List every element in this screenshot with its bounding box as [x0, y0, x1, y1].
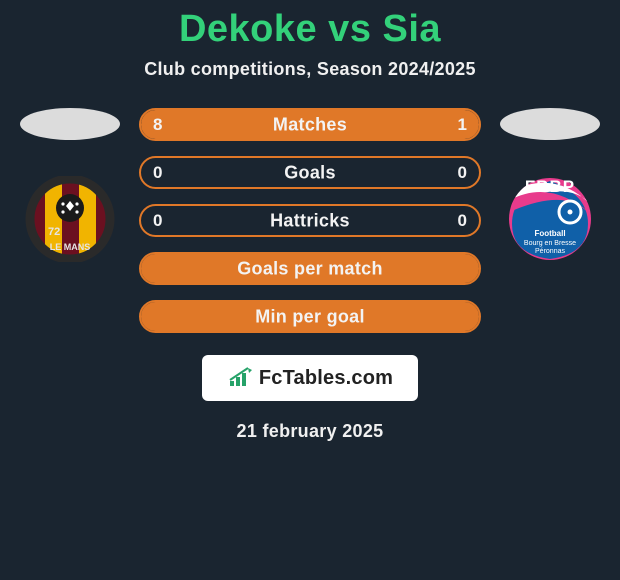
left-player-avatar [20, 108, 120, 140]
stat-label: Min per goal [141, 306, 479, 327]
left-club-badge: 72 LE MANS [20, 176, 120, 262]
stat-bar: 00Hattricks [139, 204, 481, 237]
svg-text:LE MANS: LE MANS [50, 242, 91, 252]
footer-date: 21 february 2025 [0, 421, 620, 442]
page-title: Dekoke vs Sia [0, 8, 620, 51]
svg-text:Bourg en Bresse: Bourg en Bresse [524, 240, 576, 247]
stat-label: Goals [141, 162, 479, 183]
subtitle: Club competitions, Season 2024/2025 [0, 59, 620, 80]
brand-text: FcTables.com [259, 367, 393, 390]
lemans-badge-icon: 72 LE MANS [20, 176, 120, 262]
stat-bar: 81Matches [139, 108, 481, 141]
stat-label: Matches [141, 114, 479, 135]
fbbp-badge-icon: Football Bourg en Bresse Péronnas FBBP [500, 176, 600, 262]
right-column: Football Bourg en Bresse Péronnas FBBP [495, 108, 605, 262]
right-club-badge: Football Bourg en Bresse Péronnas FBBP [500, 176, 600, 262]
fctables-logo-icon [227, 367, 255, 389]
stat-bar: Min per goal [139, 300, 481, 333]
stat-bar: 00Goals [139, 156, 481, 189]
stat-label: Hattricks [141, 210, 479, 231]
svg-text:Football: Football [534, 229, 565, 238]
svg-text:72: 72 [48, 226, 60, 238]
svg-text:FBBP: FBBP [525, 177, 575, 196]
stats-column: 81Matches 00Goals 00Hattricks Goals per mat… [139, 108, 481, 333]
stat-bar: Goals per match [139, 252, 481, 285]
stat-label: Goals per match [141, 258, 479, 279]
main-row: 72 LE MANS 81Matches 00Goals 00Hattricks Go… [0, 108, 620, 333]
left-column: 72 LE MANS [15, 108, 125, 262]
right-player-avatar [500, 108, 600, 140]
brand-box[interactable]: FcTables.com [202, 355, 418, 401]
comparison-card: Dekoke vs Sia Club competitions, Season … [0, 0, 620, 442]
svg-text:Péronnas: Péronnas [535, 248, 565, 255]
